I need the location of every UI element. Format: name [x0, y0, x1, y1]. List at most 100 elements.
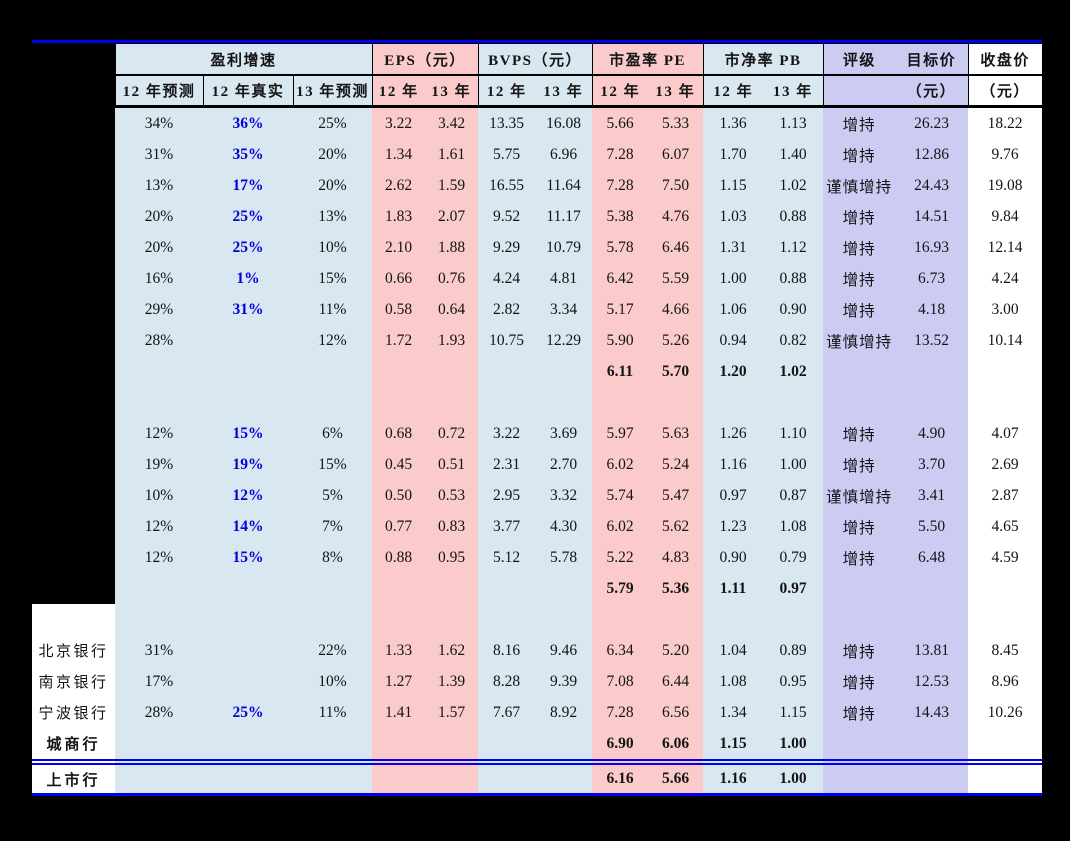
- cell: 10.14: [968, 325, 1043, 356]
- cell: [115, 387, 203, 418]
- cell: 5%: [293, 480, 373, 511]
- cell: 7.28: [592, 139, 649, 170]
- cell: 3.00: [968, 294, 1043, 325]
- cell: [968, 387, 1043, 418]
- cell: 28%: [115, 697, 203, 728]
- cell: 12%: [293, 325, 373, 356]
- header-sub: 13 年: [763, 75, 824, 108]
- rating-cell: 增持: [823, 511, 896, 542]
- cell: 1.27: [372, 666, 426, 697]
- header-sub: 13 年: [425, 75, 479, 108]
- row-label-empty: [32, 232, 115, 263]
- cell: [203, 728, 293, 760]
- cell: 9.29: [478, 232, 536, 263]
- header-group: 市净率 PB: [702, 43, 824, 76]
- rating-cell: 增持: [823, 418, 896, 449]
- cell: 14.43: [895, 697, 969, 728]
- cell: 5.75: [478, 139, 536, 170]
- cell: 6.44: [648, 666, 704, 697]
- cell: 9.46: [535, 635, 593, 666]
- cell: 4.66: [648, 294, 704, 325]
- rating-cell: [823, 387, 896, 418]
- bank-valuation-table: 盈利增速 EPS（元） BVPS（元） 市盈率 PE 市净率 PB 评级 目标价 收盘价 12 …: [32, 40, 1043, 796]
- cell: 14.51: [895, 201, 969, 232]
- cell: [895, 764, 969, 793]
- cell: 10%: [115, 480, 203, 511]
- cell: 5.90: [592, 325, 649, 356]
- cell: 1.11: [703, 573, 764, 604]
- cell: 1.00: [763, 728, 824, 760]
- cell: 1.15: [703, 170, 764, 201]
- cell: 1.61: [425, 139, 479, 170]
- cell: 1.57: [425, 697, 479, 728]
- cell: 15%: [293, 449, 373, 480]
- header-group: BVPS（元）: [477, 43, 593, 76]
- cell: [203, 759, 293, 765]
- cell: 9.84: [968, 201, 1043, 232]
- cell: [592, 604, 649, 635]
- row-label: 宁波银行: [32, 697, 115, 728]
- cell: 6.06: [648, 728, 704, 760]
- cell: [535, 759, 593, 765]
- table-row: 10% 12% 5% 0.50 0.53 2.95 3.32 5.74 5.47 0.97 0.87…: [32, 480, 1043, 511]
- cell: [648, 604, 704, 635]
- rating-cell: 谨慎增持: [823, 325, 896, 356]
- cell: 12.53: [895, 666, 969, 697]
- cell: 8.92: [535, 697, 593, 728]
- cell: [478, 387, 536, 418]
- table-row: 南京银行 17% 10% 1.27 1.39 8.28 9.39 7.08 6.44 1.08 0.…: [32, 666, 1043, 697]
- cell: [203, 604, 293, 635]
- cell: [895, 387, 969, 418]
- cell: 12%: [115, 418, 203, 449]
- cell: 3.42: [425, 106, 479, 139]
- cell: 16%: [115, 263, 203, 294]
- table-row: 16% 1% 15% 0.66 0.76 4.24 4.81 6.42 5.59 1.00 0.88…: [32, 263, 1043, 294]
- cell: [535, 387, 593, 418]
- cell: 2.82: [478, 294, 536, 325]
- cell: 17%: [115, 666, 203, 697]
- cell: [425, 387, 479, 418]
- cell: [115, 573, 203, 604]
- table-row: 34% 36% 25% 3.22 3.42 13.35 16.08 5.66 5.33 1.36 1…: [32, 106, 1043, 139]
- cell: 28%: [115, 325, 203, 356]
- rating-cell: [823, 759, 896, 765]
- cell: 1.00: [763, 764, 824, 793]
- cell: 13.81: [895, 635, 969, 666]
- cell: 4.30: [535, 511, 593, 542]
- table-row: [32, 387, 1043, 418]
- rating-cell: 增持: [823, 294, 896, 325]
- cell: [293, 728, 373, 760]
- row-label-empty: [32, 263, 115, 294]
- cell: [425, 728, 479, 760]
- cell: 12%: [115, 511, 203, 542]
- header-group: 评级: [822, 43, 896, 76]
- cell: [968, 759, 1043, 765]
- cell: 5.63: [648, 418, 704, 449]
- header-sub-row: 12 年预测 12 年真实 13 年预测 12 年 13 年 12 年 13 年 12 年 13…: [32, 75, 1043, 108]
- cell: 1.39: [425, 666, 479, 697]
- cell: 1.20: [703, 356, 764, 387]
- header-group: 目标价: [895, 43, 969, 76]
- cell: 1.40: [763, 139, 824, 170]
- cell: [478, 764, 536, 793]
- cell: 0.45: [372, 449, 426, 480]
- cell: 5.47: [648, 480, 704, 511]
- cell: 16.08: [535, 106, 593, 139]
- cell: 5.66: [592, 106, 649, 139]
- cell: 4.59: [968, 542, 1043, 573]
- cell: 0.95: [425, 542, 479, 573]
- cell: 5.78: [535, 542, 593, 573]
- cell: 1.02: [763, 356, 824, 387]
- cell: 0.83: [425, 511, 479, 542]
- cell: 5.17: [592, 294, 649, 325]
- rating-cell: 谨慎增持: [823, 170, 896, 201]
- cell: 1.31: [703, 232, 764, 263]
- cell: 19%: [115, 449, 203, 480]
- cell: 4.83: [648, 542, 704, 573]
- row-label-empty: [32, 604, 115, 635]
- cell: 6.07: [648, 139, 704, 170]
- cell: 6.16: [592, 764, 649, 793]
- cell: [293, 759, 373, 765]
- cell: 1.10: [763, 418, 824, 449]
- cell: 7.28: [592, 697, 649, 728]
